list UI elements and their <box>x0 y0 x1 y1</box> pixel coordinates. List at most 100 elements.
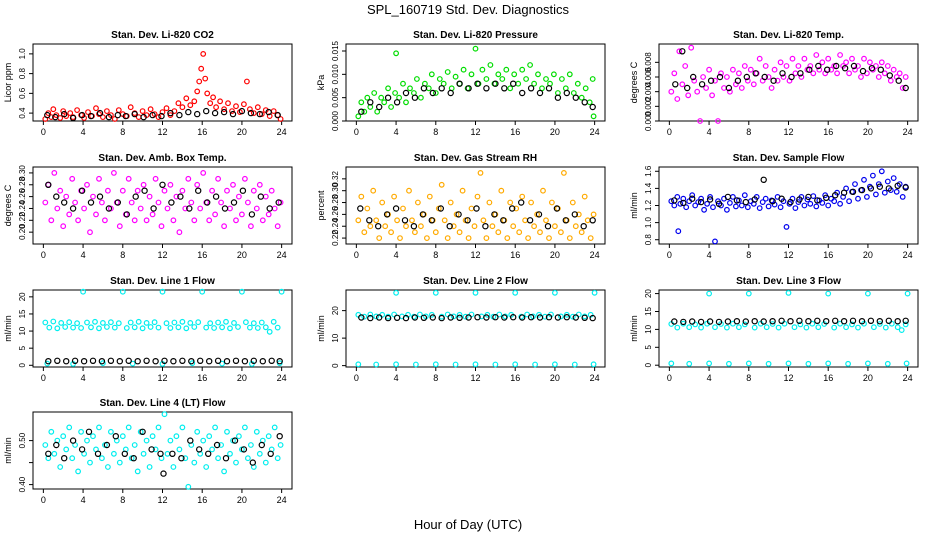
data-point <box>277 442 284 448</box>
data-point <box>258 319 265 326</box>
data-point <box>206 217 213 224</box>
data-point <box>902 74 909 80</box>
data-point <box>471 223 478 230</box>
x-tick-label: 0 <box>41 495 46 505</box>
data-point <box>509 205 516 212</box>
data-point <box>843 59 849 66</box>
x-tick-label: 16 <box>197 373 207 383</box>
data-point <box>185 108 192 116</box>
data-point <box>96 193 104 200</box>
data-point <box>94 450 102 457</box>
data-point <box>432 289 439 296</box>
data-point <box>66 424 73 431</box>
y-tick-label: 0.000 <box>644 110 653 131</box>
data-point <box>877 66 885 73</box>
data-point <box>393 99 401 106</box>
panel-9: Stan. Dev. Line 3 Flow ml/min 0 4 8 12 16 20 24 0… <box>629 276 919 383</box>
y-tick-label: 0.24 <box>331 218 340 234</box>
data-point <box>428 217 435 224</box>
y-tick-label: 15 <box>644 306 653 315</box>
data-point <box>210 94 217 101</box>
data-point <box>855 63 861 69</box>
data-point <box>171 319 178 326</box>
data-point <box>84 319 90 326</box>
data-point <box>90 433 96 440</box>
data-point <box>256 181 263 188</box>
data-point <box>783 63 790 69</box>
data-point <box>870 66 876 73</box>
data-point <box>675 228 682 235</box>
data-point <box>819 59 826 66</box>
data-point <box>393 361 400 368</box>
data-point <box>256 110 263 118</box>
data-point <box>771 66 778 73</box>
data-point <box>225 100 231 107</box>
y-tick-label: 0.20 <box>18 224 27 240</box>
x-tick-label: 8 <box>433 250 438 260</box>
data-point <box>563 311 570 318</box>
data-point <box>845 360 851 367</box>
data-point <box>698 81 706 88</box>
data-point <box>832 191 839 199</box>
data-point <box>518 313 525 320</box>
data-point <box>902 321 909 328</box>
data-point <box>846 70 852 77</box>
data-point <box>265 108 272 116</box>
y-tick-label: 0.000 <box>331 110 340 131</box>
x-tick-label: 24 <box>277 373 287 383</box>
data-point <box>96 325 102 332</box>
data-point <box>819 199 826 206</box>
data-point <box>146 193 153 200</box>
data-point <box>884 360 891 367</box>
data-point <box>527 314 535 321</box>
data-point <box>132 193 139 200</box>
data-point <box>400 205 406 212</box>
data-point <box>824 66 831 73</box>
data-point <box>536 314 544 321</box>
data-point <box>240 101 247 108</box>
x-tick-label: 20 <box>237 373 247 383</box>
data-point <box>191 98 198 105</box>
data-point <box>751 324 758 331</box>
data-point <box>194 88 201 95</box>
data-point <box>890 175 897 182</box>
y-tick-label: 0.30 <box>18 165 27 181</box>
data-point <box>858 186 866 194</box>
data-point <box>498 187 505 194</box>
data-point <box>215 319 222 326</box>
data-point <box>460 66 467 73</box>
data-point <box>589 314 596 322</box>
data-point <box>161 187 168 194</box>
data-point <box>254 104 261 111</box>
data-point <box>98 358 106 365</box>
x-tick-label: 12 <box>783 127 793 137</box>
data-point <box>704 200 710 207</box>
data-point <box>852 181 858 188</box>
data-point <box>778 317 785 324</box>
data-point <box>756 55 763 62</box>
data-point <box>510 80 517 87</box>
data-point <box>274 455 281 462</box>
data-point <box>141 187 148 194</box>
data-point <box>472 361 479 368</box>
data-point <box>367 314 374 322</box>
data-point <box>373 217 380 224</box>
data-point <box>698 195 704 202</box>
data-point <box>224 428 230 435</box>
data-point <box>691 77 698 84</box>
data-point <box>197 205 204 212</box>
data-point <box>72 199 78 206</box>
data-point <box>415 199 421 206</box>
data-point <box>861 176 867 183</box>
data-point <box>486 199 493 206</box>
data-point <box>164 450 171 457</box>
data-point <box>553 205 561 212</box>
data-point <box>581 314 588 321</box>
data-point <box>111 324 118 331</box>
data-point <box>515 80 522 87</box>
data-point <box>873 191 879 198</box>
x-tick-label: 4 <box>707 250 712 260</box>
data-point <box>152 358 159 365</box>
y-tick-label: 1.6 <box>644 165 653 177</box>
x-tick-label: 24 <box>277 495 287 505</box>
